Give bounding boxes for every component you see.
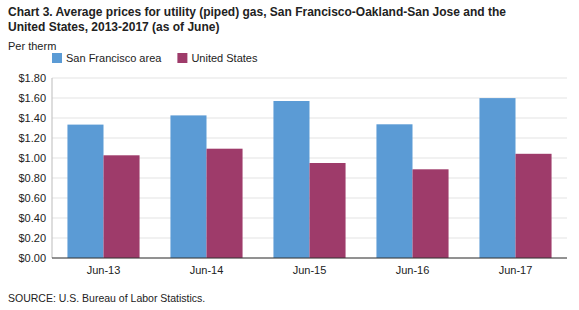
bar <box>516 154 552 258</box>
legend-swatch <box>52 53 62 63</box>
grid <box>52 78 567 258</box>
legend-item: San Francisco area <box>52 52 162 64</box>
legend-label: United States <box>191 52 258 64</box>
y-tick-label: $1.20 <box>18 132 46 144</box>
bar <box>310 163 346 258</box>
y-tick-label: $0.80 <box>18 172 46 184</box>
y-tick-label: $0.00 <box>18 252 46 264</box>
bar <box>479 98 515 258</box>
y-tick-label: $1.40 <box>18 112 46 124</box>
title: Chart 3. Average prices for utility (pip… <box>8 5 506 19</box>
bar <box>207 149 243 258</box>
y-tick-label: $1.00 <box>18 152 46 164</box>
bar <box>413 169 449 258</box>
legend-swatch <box>177 53 187 63</box>
bar <box>376 124 412 258</box>
grid-line <box>52 258 567 259</box>
x-tick-label: Jun-15 <box>293 264 327 276</box>
bar <box>273 101 309 258</box>
x-axis-line <box>52 258 567 259</box>
y-axis-label: Per therm <box>8 40 56 52</box>
y-tick-label: $1.80 <box>18 72 46 84</box>
chart: Chart 3. Average prices for utility (pip… <box>0 0 579 310</box>
x-tick-label: Jun-16 <box>396 264 430 276</box>
bars <box>67 98 551 258</box>
y-tick-label: $0.60 <box>18 192 46 204</box>
y-tick-label: $0.20 <box>18 232 46 244</box>
y-tick-label: $1.60 <box>18 92 46 104</box>
x-tick-label: Jun-13 <box>87 264 121 276</box>
bar <box>67 125 103 258</box>
legend-item: United States <box>177 52 258 64</box>
subtitle: United States, 2013-2017 (as of June) <box>8 20 219 34</box>
legend: San Francisco area United States <box>52 52 258 64</box>
bar <box>104 155 140 258</box>
annotation: SOURCE: U.S. Bureau of Labor Statistics. <box>8 292 205 304</box>
y-axis-line <box>52 78 53 258</box>
x-tick-label: Jun-17 <box>499 264 533 276</box>
y-tick-label: $0.40 <box>18 212 46 224</box>
legend-label: San Francisco area <box>66 52 162 64</box>
x-tick-label: Jun-14 <box>190 264 224 276</box>
bar <box>170 115 206 258</box>
grid-line <box>52 78 567 79</box>
